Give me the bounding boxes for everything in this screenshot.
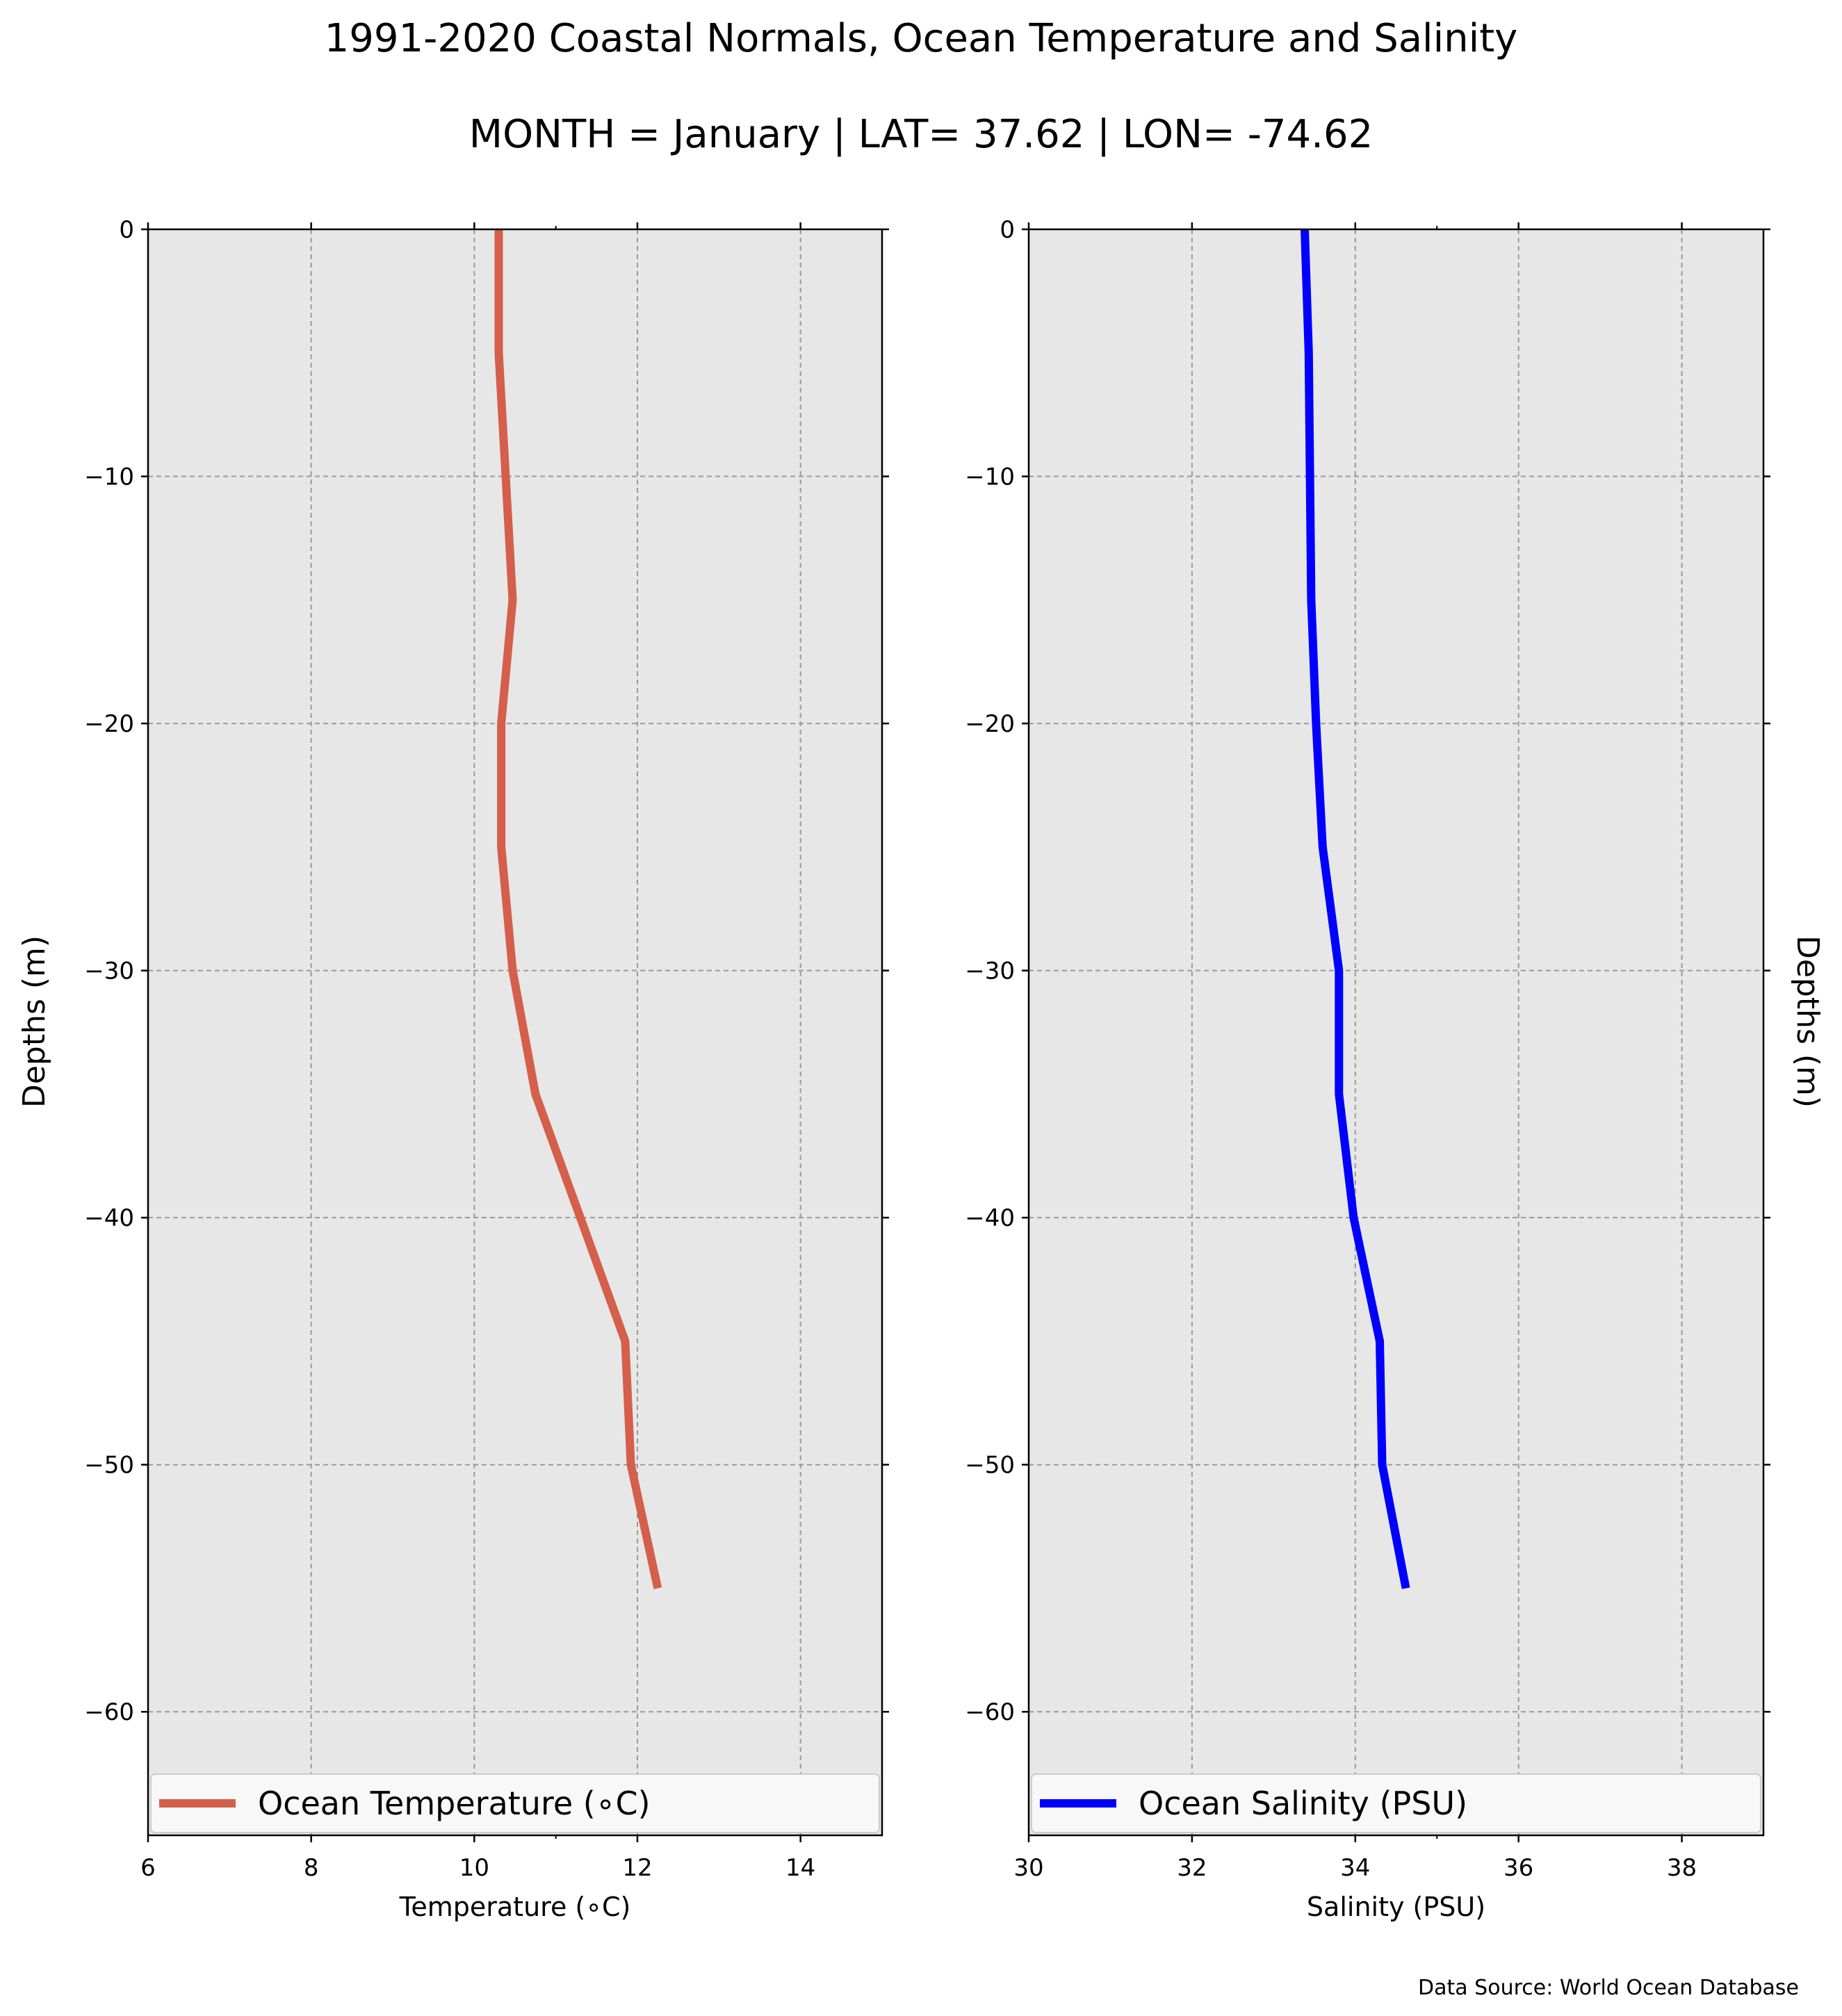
x-tick-label: 12 (622, 1854, 652, 1882)
temperature-panel: 6 8 10 12 14 0 −10 −20 −30 −40 −50 −60 Temperature (… (84, 216, 889, 1922)
y-tick-label: −30 (84, 958, 134, 985)
x-tick-label: 8 (304, 1854, 319, 1882)
y-tick-label: −40 (965, 1204, 1015, 1232)
x-tick-label: 32 (1177, 1854, 1207, 1882)
salinity-panel: 30 32 34 36 38 0 −10 −20 −30 −40 −50 −60 Salinity (P… (965, 216, 1770, 1922)
temperature-line (494, 229, 662, 1589)
x-tick-label: 30 (1013, 1854, 1043, 1882)
legend-box (150, 1773, 880, 1833)
data-source-note: Data Source: World Ocean Database (1418, 1976, 1799, 2000)
y-tick-label: 0 (1000, 216, 1015, 244)
right-y-axis-label: Depths (m) (1790, 935, 1825, 1108)
y-tick-label: 0 (119, 216, 134, 244)
plot-frame (1027, 228, 1765, 1837)
x-axis-label: Temperature (∘C) (399, 1892, 631, 1922)
y-tick-label: −40 (84, 1204, 134, 1232)
y-tick-label: −60 (965, 1698, 1015, 1726)
x-tick-label: 36 (1503, 1854, 1533, 1882)
y-tick-label: −30 (965, 958, 1015, 985)
y-tick-label: −60 (84, 1698, 134, 1726)
legend: Ocean Temperature (∘C) (150, 1773, 880, 1833)
plot-frame (147, 228, 883, 1837)
x-tick-label: 10 (459, 1854, 489, 1882)
chart-subtitle: MONTH = January | LAT= 37.62 | LON= -74.… (469, 112, 1373, 157)
x-tick-label: 14 (785, 1854, 815, 1882)
legend-box (1031, 1773, 1761, 1833)
plot-background (1029, 229, 1763, 1835)
x-tick-label: 6 (140, 1854, 156, 1882)
legend: Ocean Salinity (PSU) (1031, 1773, 1761, 1833)
y-tick-label: −20 (84, 710, 134, 738)
left-y-axis-label: Depths (m) (17, 935, 52, 1108)
y-tick-label: −10 (84, 464, 134, 491)
y-tick-label: −50 (965, 1452, 1015, 1480)
y-tick-label: −50 (84, 1452, 134, 1480)
y-tick-label: −20 (965, 710, 1015, 738)
x-axis-label: Salinity (PSU) (1307, 1892, 1485, 1922)
plot-background (148, 229, 882, 1835)
y-tick-label: −10 (965, 464, 1015, 491)
chart-title: 1991-2020 Coastal Normals, Ocean Tempera… (325, 16, 1518, 61)
x-tick-label: 34 (1340, 1854, 1370, 1882)
x-tick-label: 38 (1667, 1854, 1697, 1882)
salinity-line (1301, 229, 1410, 1589)
legend-entry: Ocean Salinity (PSU) (1139, 1785, 1467, 1822)
legend-entry: Ocean Temperature (∘C) (258, 1785, 651, 1822)
